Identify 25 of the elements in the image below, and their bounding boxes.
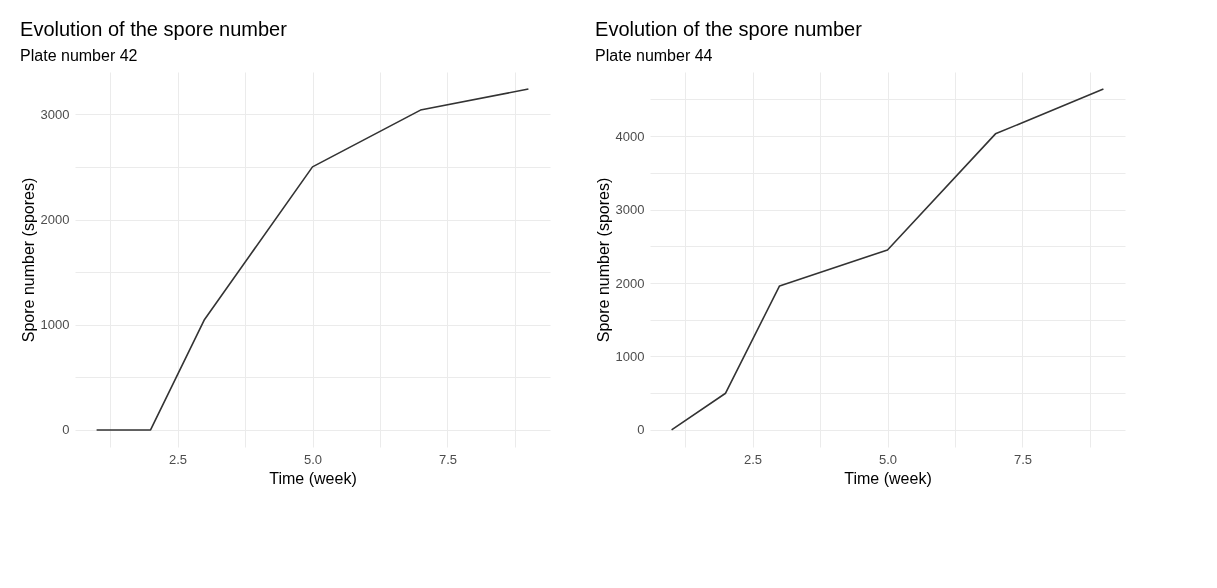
line-series — [670, 88, 1105, 431]
chart-title: Evolution of the spore number — [20, 18, 288, 40]
x-tick-label: 7.5 — [1013, 451, 1032, 467]
y-tick-label: 1000 — [40, 317, 70, 333]
x-axis-title: Time (week) — [844, 469, 932, 487]
line-series — [95, 88, 530, 431]
x-axis-title: Time (week) — [269, 469, 357, 487]
chart-subtitle: Plate number 44 — [595, 47, 713, 64]
y-axis-title: Spore number (spores) — [19, 177, 37, 343]
y-axis-title: Spore number (spores) — [594, 177, 612, 343]
y-tick-label: 2000 — [615, 275, 645, 291]
y-tick-label: 3000 — [615, 202, 645, 218]
chart-title: Evolution of the spore number — [595, 18, 863, 40]
x-tick-label: 5.0 — [303, 451, 323, 467]
x-tick-label: 5.0 — [878, 451, 898, 467]
y-tick-label: 0 — [637, 422, 645, 438]
x-tick-label: 7.5 — [438, 451, 457, 467]
x-tick-label: 2.5 — [169, 451, 188, 467]
y-tick-label: 3000 — [40, 106, 70, 122]
y-tick-label: 1000 — [615, 348, 645, 364]
y-tick-label: 2000 — [40, 212, 70, 228]
chart-subtitle: Plate number 42 — [20, 47, 138, 64]
y-tick-label: 0 — [62, 422, 70, 438]
y-tick-label: 4000 — [615, 128, 645, 144]
x-tick-label: 2.5 — [744, 451, 763, 467]
